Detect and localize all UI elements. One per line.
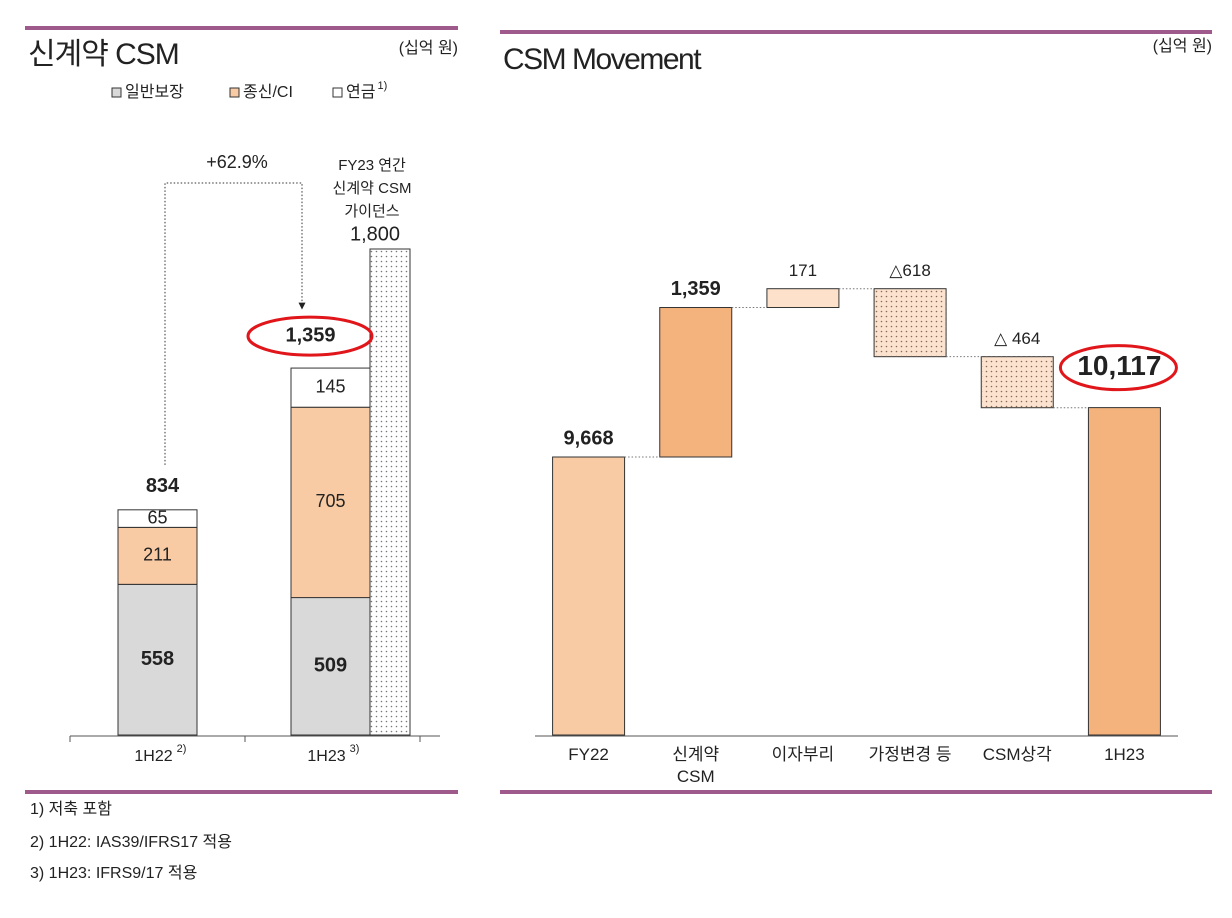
x-tick-note: 2) [177, 743, 187, 755]
bar [766, 288, 840, 309]
chart-title: 신계약 CSM [28, 38, 179, 71]
x-tick-label: 이자부리 [771, 745, 835, 764]
bar-value-label: 211 [143, 545, 172, 565]
x-tick-label: CSM상각 [982, 745, 1052, 764]
chart-title: CSM Movement [503, 43, 702, 76]
x-tick-label: 가정변경 등 [868, 745, 952, 764]
bar-value-label: △ 464 [994, 329, 1040, 348]
x-tick-label: 1H23 [307, 748, 345, 765]
x-tick-note: 3) [350, 743, 360, 755]
footnote: 3) 1H23: IFRS9/17 적용 [30, 864, 197, 882]
bar-segment [290, 367, 371, 408]
growth-connector [164, 182, 306, 465]
footnote: 2) 1H22: IAS39/IFRS17 적용 [30, 833, 232, 851]
legend-swatch [229, 87, 240, 98]
legend-note: 1) [377, 80, 387, 92]
footnote: 1) 저축 포함 [30, 800, 112, 818]
bar-value-label: 65 [147, 507, 167, 527]
bar-value-label: 171 [789, 261, 817, 280]
bar-pattern [874, 288, 947, 357]
bar-value-label: 705 [315, 491, 345, 511]
unit-label: (십억 원) [399, 39, 458, 57]
highlight-circle [246, 315, 374, 357]
x-tick-label: 신계약 CSM [672, 745, 720, 786]
x-tick-label: FY22 [568, 745, 609, 764]
x-tick-label: 1H22 [134, 748, 172, 765]
total-label: 834 [146, 475, 180, 497]
bar-value-label: △618 [889, 261, 930, 280]
bar-value-label: 1,359 [671, 278, 721, 300]
highlight-circle [1058, 344, 1178, 392]
legend-label: 연금 [346, 83, 375, 101]
bar-pattern [981, 356, 1054, 408]
guidance-value-label: 1,800 [350, 223, 400, 245]
bar-value-label: 9,668 [564, 427, 614, 449]
unit-label: (십억 원) [1153, 37, 1212, 55]
legend-swatch [332, 87, 343, 98]
total-label: 1,359 [285, 324, 335, 346]
bar-segment [117, 583, 198, 736]
legend-label: 종신/CI [243, 83, 293, 101]
bar [659, 307, 733, 458]
bar [552, 456, 626, 736]
bar-value-label: 509 [314, 655, 347, 677]
bar-value-label: 10,117 [1077, 350, 1161, 381]
legend-swatch [111, 87, 122, 98]
guidance-label: FY23 연간 신계약 CSM 가이던스 [332, 157, 412, 220]
bar [1087, 407, 1161, 736]
bar-segment [117, 526, 198, 585]
x-tick-label: 1H23 [1104, 745, 1145, 764]
guidance-bar [369, 248, 411, 736]
bar-value-label: 558 [141, 648, 174, 670]
bar-value-label: 145 [315, 376, 345, 396]
legend-label: 일반보장 [125, 83, 184, 101]
growth-label: +62.9% [206, 152, 268, 172]
bar-segment [117, 509, 198, 528]
